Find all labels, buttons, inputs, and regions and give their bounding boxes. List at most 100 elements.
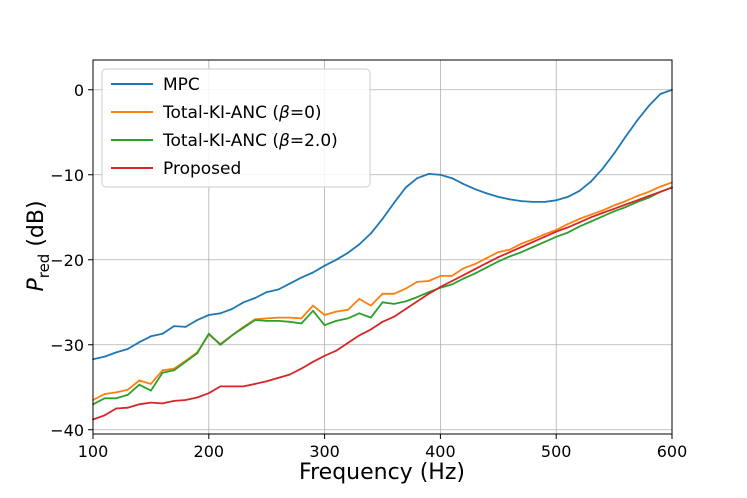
data-point (126, 406, 129, 409)
data-point (624, 135, 627, 138)
data-point (543, 233, 546, 236)
data-point (150, 389, 152, 392)
data-point (624, 200, 627, 203)
data-point (393, 315, 395, 318)
data-point (439, 275, 442, 277)
data-point (532, 201, 534, 203)
y-tick-label: −20 (50, 251, 84, 270)
legend-label-proposed: Proposed (163, 159, 241, 179)
data-point (393, 201, 395, 204)
data-point (370, 316, 372, 319)
data-point (659, 185, 662, 188)
y-tick-label: −30 (50, 336, 84, 355)
data-point (184, 326, 187, 328)
data-point (219, 343, 222, 346)
data-point (277, 320, 280, 322)
data-point (370, 232, 372, 235)
data-point (543, 241, 546, 243)
data-point (323, 314, 326, 316)
data-point (335, 310, 338, 313)
data-point (462, 267, 465, 270)
data-point (636, 199, 639, 202)
data-point (509, 251, 511, 254)
data-point (381, 301, 384, 304)
data-point (277, 288, 280, 291)
data-point (393, 292, 395, 295)
data-point (265, 380, 268, 383)
data-point (173, 400, 176, 402)
data-point (289, 282, 291, 285)
data-point (381, 292, 384, 295)
data-point (323, 354, 326, 357)
data-point (126, 388, 129, 391)
data-point (451, 177, 453, 180)
data-point (485, 257, 488, 259)
data-point (115, 397, 118, 400)
data-point (636, 201, 639, 203)
data-point (590, 216, 592, 219)
x-tick-label: 600 (657, 442, 688, 461)
data-point (381, 320, 384, 323)
data-point (624, 206, 627, 209)
data-point (497, 196, 500, 198)
legend-label-ki-anc-beta2: Total-KI-ANC (β=2.0) (162, 131, 338, 151)
data-point (590, 180, 592, 183)
data-point (485, 192, 488, 195)
data-point (289, 316, 291, 319)
data-point (624, 203, 627, 206)
data-point (265, 291, 268, 293)
data-point (207, 392, 210, 395)
data-point (103, 393, 106, 395)
data-point (613, 152, 615, 155)
data-point (474, 268, 476, 270)
x-tick-label: 400 (425, 442, 456, 461)
data-point (647, 196, 650, 199)
x-tick-label: 500 (541, 442, 572, 461)
data-point (474, 272, 476, 275)
data-point (543, 235, 546, 238)
data-point (578, 225, 581, 228)
axis-ticks: 100 200 300 400 500 600 0 −10 −20 −30 −40 (50, 81, 687, 461)
data-point (555, 199, 558, 202)
data-point (439, 286, 442, 288)
data-point (184, 399, 187, 401)
data-point (416, 177, 419, 180)
y-label-unit: (dB) (24, 200, 49, 253)
data-point (566, 223, 569, 226)
data-point (358, 298, 361, 300)
data-point (346, 309, 349, 311)
legend-label-mpc: MPC (163, 75, 200, 95)
data-point (659, 190, 662, 193)
data-point (196, 396, 199, 399)
data-point (416, 281, 419, 283)
data-point (474, 188, 476, 191)
data-point (509, 198, 511, 201)
data-point (277, 377, 280, 379)
data-point (150, 335, 152, 338)
data-point (404, 300, 407, 303)
data-point (578, 221, 581, 224)
data-point (566, 196, 569, 198)
data-point (404, 186, 407, 189)
data-point (242, 385, 245, 388)
data-point (404, 287, 407, 290)
data-point (439, 173, 442, 176)
data-point (161, 371, 164, 374)
data-point (636, 195, 639, 197)
data-point (659, 93, 662, 95)
data-point (532, 238, 534, 241)
data-point (312, 360, 314, 363)
series-line (92, 181, 673, 401)
series-lines (92, 88, 673, 421)
data-point (613, 207, 615, 210)
data-point (265, 320, 268, 322)
data-point (196, 352, 199, 355)
data-point (254, 297, 256, 299)
data-point (312, 271, 314, 274)
data-point (300, 367, 303, 370)
x-tick-label: 300 (309, 442, 340, 461)
data-point (115, 407, 118, 410)
series-1 (92, 181, 673, 401)
y-tick-label: −10 (50, 166, 84, 185)
